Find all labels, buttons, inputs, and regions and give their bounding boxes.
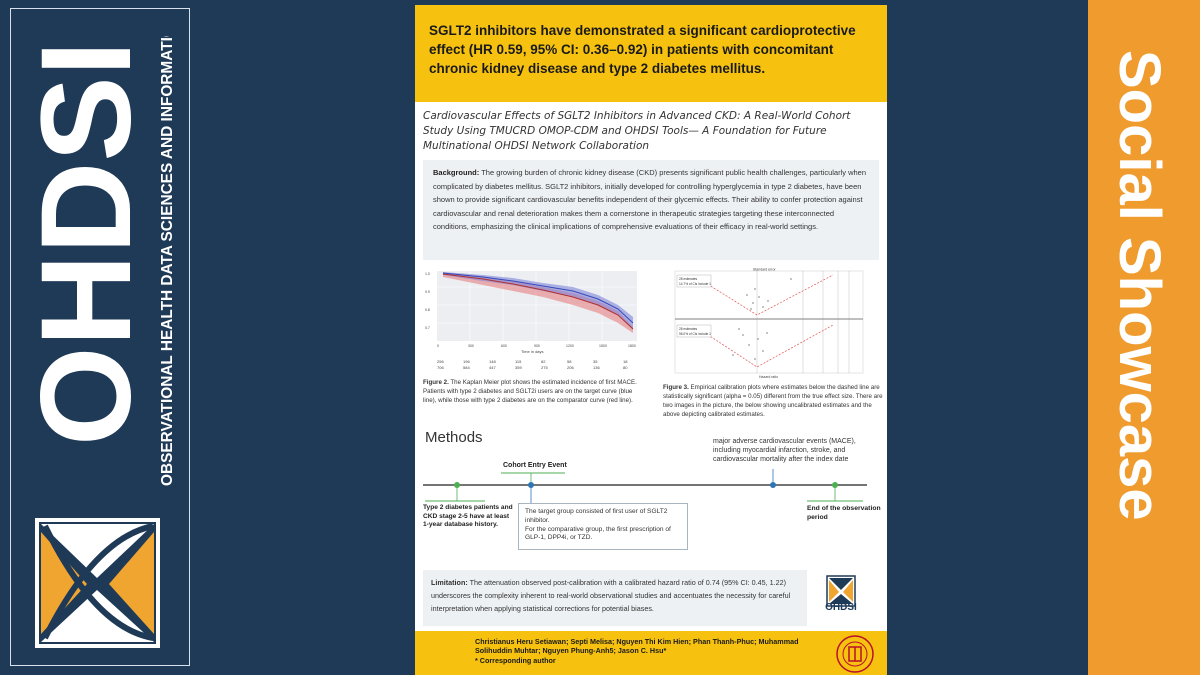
timeline-end-dot [832,482,838,488]
brand-tagline: OBSERVATIONAL HEALTH DATA SCIENCES AND I… [159,36,176,486]
poster: SGLT2 inhibitors have demonstrated a sig… [415,5,887,675]
km-x-label: Time in days [521,349,544,354]
brand-wordmark: OHDSI [20,41,150,446]
headline-box: SGLT2 inhibitors have demonstrated a sig… [415,5,887,102]
km-risk-count: 148 [489,359,496,364]
left-frame [10,8,190,666]
km-blue-band [443,272,633,329]
calibration-box-text: 28 estimates [679,277,697,281]
t2d-inclusion-text: Type 2 diabetes patients and CKD stage 2… [423,504,513,529]
poster-title: Cardiovascular Effects of SGLT2 Inhibito… [423,110,851,152]
km-risk-count: 18 [623,359,628,364]
ohdsi-wordmark: OHDSI [20,41,150,446]
author-list: Christianus Heru Setiawan; Septi Melisa;… [475,637,799,656]
calibration-box-text: 96.0% of CIs include 1 [679,332,711,336]
ohdsi-tagline: OBSERVATIONAL HEALTH DATA SCIENCES AND I… [159,36,176,486]
corresponding-note: * Corresponding author [475,655,556,665]
km-risk-count: 359 [515,365,522,370]
cohort-entry-label: Cohort Entry Event [503,462,567,469]
target-group-box: The target group consisted of first user… [518,503,688,550]
km-y-tick: 0.8 [425,308,430,312]
calibration-figure: Standard error 28 estimates 14.7% of CIs… [674,268,864,379]
km-red-curve [442,273,634,330]
km-risk-count: 35 [593,359,598,364]
methods-timeline [423,469,867,503]
km-blue-curve [442,272,634,324]
km-y-tick: 1.0 [425,272,430,276]
km-risk-count: 256 [437,359,444,364]
km-x-tick: 900 [534,344,540,348]
ohdsi-x-logo-icon [35,518,160,648]
km-x-tick: 0 [437,344,439,348]
km-x-tick: 300 [468,344,474,348]
km-x-tick: 1200 [566,344,574,348]
background-section: Background: The growing burden of chroni… [423,160,879,260]
kaplan-meier-figure: 1.0 0.9 0.8 0.7 0 300 600 900 1200 1500 … [425,271,637,370]
target-text-1: The target group consisted of first user… [525,508,668,524]
ohdsi-small-logo-icon [826,575,856,607]
figure2-caption: Figure 2. The Kaplan Meier plot shows th… [423,378,643,405]
calibration-box-text: 28 estimates [679,327,697,331]
background-label: Background: [433,168,480,177]
km-y-tick: 0.9 [425,290,430,294]
limitation-section: Limitation: The attenuation observed pos… [423,570,807,626]
km-risk-count: 58 [567,359,572,364]
km-risk-count: 584 [463,365,470,370]
km-risk-count: 82 [541,359,546,364]
km-risk-count: 706 [437,365,444,370]
calibration-box-text: 14.7% of CIs include 1 [679,282,711,286]
authors-footer [415,631,887,675]
km-risk-count: 136 [593,365,600,370]
university-seal-icon [836,635,874,673]
headline-text: SGLT2 inhibitors have demonstrated a sig… [429,23,856,76]
end-observation-label: End of the observation period [807,505,881,521]
figure2-text: The Kaplan Meier plot shows the estimate… [423,379,637,404]
timeline-entry-dot [528,482,534,488]
social-showcase-label: Social Showcase [1107,50,1172,521]
calibration-x-label: Hazard ratio [759,375,778,379]
km-x-tick: 1500 [599,344,607,348]
km-x-tick: 600 [501,344,507,348]
figure3-caption: Figure 3. Empirical calibration plots wh… [663,383,883,419]
km-x-tick: 1800 [628,344,636,348]
km-risk-count: 275 [541,365,548,370]
mace-description: major adverse cardiovascular events (MAC… [713,438,856,463]
km-risk-count: 80 [623,365,628,370]
showcase-text: Social Showcase [1107,50,1172,521]
limitation-label: Limitation: [431,578,468,587]
small-logo-text: OHDSI [825,602,857,613]
background-text: The growing burden of chronic kidney dis… [433,168,867,231]
km-y-tick: 0.7 [425,326,430,330]
methods-heading: Methods [425,429,483,446]
right-band [1088,0,1200,675]
authors-block: Christianus Heru Setiawan; Septi Melisa;… [475,637,805,665]
km-risk-count: 115 [515,359,522,364]
km-risk-count: 447 [489,365,496,370]
timeline-start-dot [454,482,460,488]
figure3-label: Figure 3. [663,384,689,391]
figure2-label: Figure 2. [423,379,449,386]
km-risk-count: 206 [567,365,574,370]
limitation-text: The attenuation observed post-calibratio… [431,578,791,613]
figure3-text: Empirical calibration plots where estima… [663,384,883,418]
target-text-2: For the comparative group, the first pre… [525,525,671,542]
calibration-title: Standard error [753,268,776,272]
timeline-mace-dot [770,482,776,488]
km-risk-count: 196 [463,359,470,364]
